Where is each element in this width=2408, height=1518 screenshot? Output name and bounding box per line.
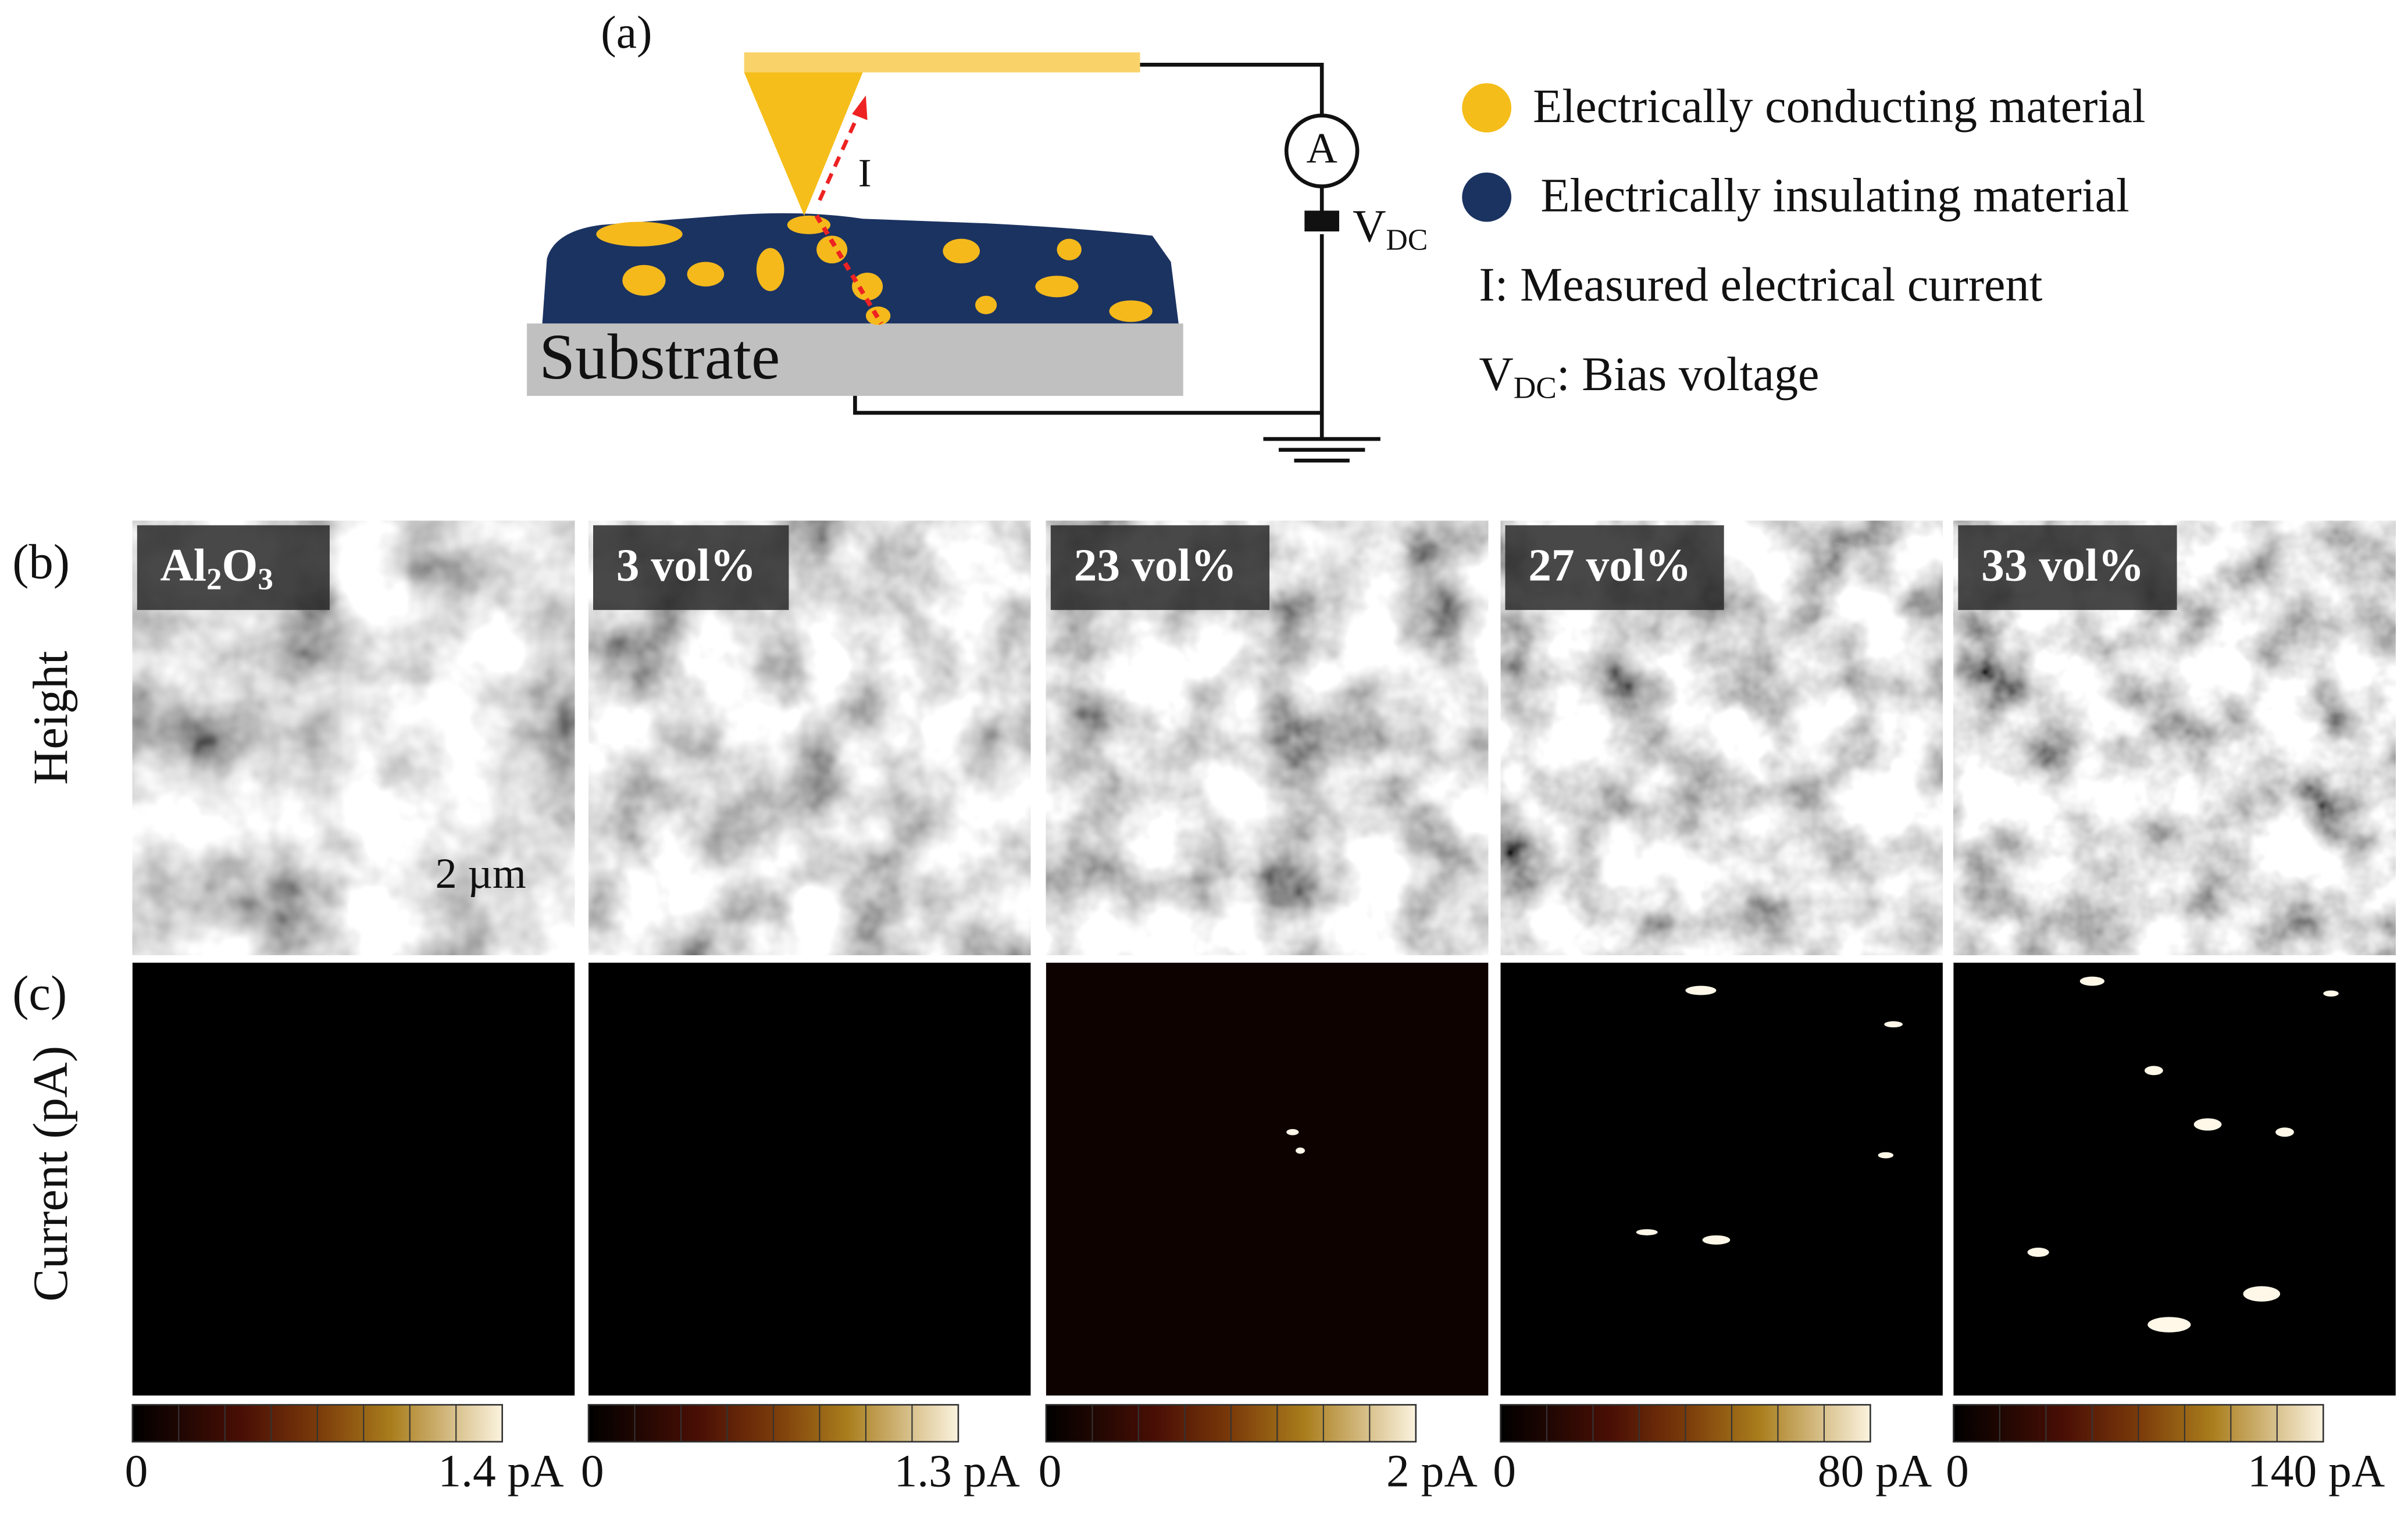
sample-tag [1050, 525, 1270, 610]
current-spot [1878, 1152, 1894, 1159]
text: 80 pA [1818, 1445, 1932, 1496]
current-spot [1286, 1129, 1299, 1135]
text: (c) [12, 966, 67, 1020]
text: 0 [1039, 1445, 1062, 1496]
text: 23 vol% [1074, 540, 1237, 591]
text: 2 pA [1386, 1445, 1478, 1496]
current-spot [1685, 985, 1717, 995]
current-spot [2144, 1066, 2163, 1076]
text: Substrate [539, 322, 780, 393]
sample-tag [1505, 525, 1724, 610]
current-map [588, 962, 1031, 1396]
current-spot [2147, 1317, 2191, 1333]
legend-swatch [1462, 83, 1512, 133]
text: 0 [1946, 1445, 1969, 1496]
insulating-film [542, 213, 1179, 324]
text: 27 vol% [1528, 540, 1691, 591]
cantilever [744, 52, 1140, 73]
text: (a) [601, 7, 652, 58]
text: A [1306, 124, 1337, 172]
text: I [858, 151, 872, 195]
current-path [814, 214, 883, 325]
current-spot [2193, 1118, 2222, 1131]
text: (b) [12, 534, 70, 589]
sample-label: 3 vol% [616, 540, 757, 591]
legend-swatch [1462, 172, 1512, 222]
text: Al [160, 540, 206, 591]
text: V [1479, 348, 1513, 401]
text: Height [23, 651, 78, 785]
current-map [1046, 962, 1489, 1396]
current-map [1500, 962, 1943, 1396]
text: 3 vol% [616, 540, 757, 591]
sample-label: 33 vol% [1981, 540, 2144, 591]
schematic [461, 52, 1512, 924]
sample-label: 23 vol% [1074, 540, 1237, 591]
text: Electrically insulating material [1540, 169, 2129, 222]
conducting-grains [596, 215, 1153, 326]
current-spot [1636, 1229, 1658, 1235]
text: 0 [125, 1445, 148, 1496]
subscript: DC [1514, 370, 1557, 405]
legend-entry: I: Measured electrical current [1479, 258, 2042, 311]
current-spot [1702, 1235, 1731, 1245]
current-spot [2027, 1248, 2049, 1257]
text: 2 µm [436, 850, 526, 898]
voltage-label: VDC [1353, 201, 1428, 256]
sample-label: Al2O3 [160, 540, 273, 597]
text: O [222, 540, 258, 591]
text: 0 [581, 1445, 604, 1496]
current-spot [1296, 1147, 1305, 1154]
text: Current (pA) [23, 1046, 78, 1302]
text: V [1353, 201, 1386, 252]
current-spot [2275, 1127, 2294, 1137]
legend-entry: Electrically conducting material [1533, 80, 2145, 133]
sample-label: 27 vol% [1528, 540, 1691, 591]
current-spot [2079, 976, 2105, 986]
current-spot [2323, 990, 2339, 997]
text: I: Measured electrical current [1479, 258, 2042, 311]
text: 33 vol% [1981, 540, 2144, 591]
current-spot [1884, 1021, 1903, 1028]
arrow-head [852, 95, 868, 120]
substrate [527, 323, 1183, 396]
text: 1.3 pA [894, 1445, 1020, 1496]
sample-tag [137, 525, 330, 610]
legend-entry: VDC: Bias voltage [1479, 348, 1819, 405]
sample-tag [593, 525, 789, 610]
text: 2 [206, 563, 222, 597]
text: 1.4 pA [438, 1445, 563, 1496]
circuit [853, 62, 1380, 463]
subscript: DC [1386, 223, 1428, 256]
text: 140 pA [2248, 1445, 2385, 1496]
current-spot [2243, 1286, 2281, 1302]
sample-tag [1958, 525, 2177, 610]
text: 0 [1493, 1445, 1516, 1496]
tip [744, 72, 863, 216]
text: 3 [258, 563, 273, 597]
height-map [587, 520, 1032, 956]
text: : Bias voltage [1557, 348, 1820, 401]
legend-entry: Electrically insulating material [1540, 169, 2129, 222]
current-map [132, 962, 575, 1396]
text: Electrically conducting material [1533, 80, 2145, 133]
